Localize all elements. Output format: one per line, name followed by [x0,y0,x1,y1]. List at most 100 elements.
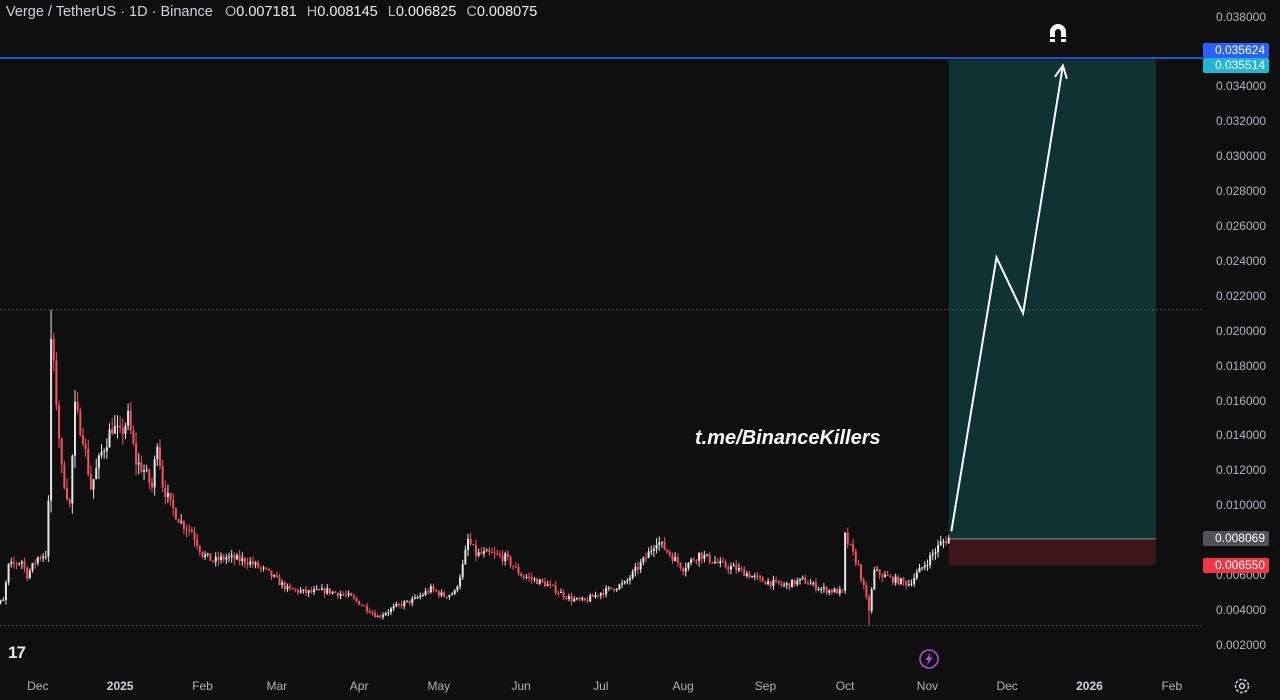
candle-body [164,487,167,497]
candle-body [581,598,584,600]
candle-body [552,584,555,586]
candle-body [328,588,331,594]
candle-body [554,585,557,593]
candle-body [379,616,382,618]
candle-body [331,591,334,594]
candle-body [897,576,900,584]
candle-body [254,562,257,565]
candle-body [857,563,860,565]
stop-price-tag[interactable]: 0.006550 [1203,557,1269,573]
y-tick-label: 0.004000 [1215,602,1266,617]
candle-body [711,562,714,564]
x-tick-label: Dec [996,679,1018,693]
candle-body [785,583,788,585]
candle-body [844,532,847,591]
candle-body [849,543,852,545]
candle-body [575,597,578,600]
candle-body [453,590,456,594]
candle-body [918,567,921,573]
candle-body [915,572,918,579]
candle-body [12,561,15,564]
y-tick-label: 0.028000 [1215,184,1266,199]
candle-body [26,567,29,579]
candle-body [775,579,778,581]
candle-body [504,553,507,562]
candle-body [836,589,839,594]
candle-body [443,592,446,597]
candle-body [634,567,637,572]
candle-body [190,530,193,533]
candle-body [405,600,408,602]
candle-body [852,544,855,552]
y-tick-label: 0.038000 [1215,9,1266,24]
candle-body [589,595,592,602]
candle-body [591,595,594,597]
candle-body [684,568,687,572]
symbol-title[interactable]: Verge / TetherUS · 1D · Binance [6,4,213,20]
candle-body [76,401,79,411]
candle-body [230,555,233,557]
candle-body [392,606,395,609]
candle-body [613,588,616,591]
target-price-tag[interactable]: 0.035514 [1203,57,1269,73]
candle-body [698,552,701,561]
candle-body [894,576,897,583]
candle-body [783,584,786,586]
candle-body [451,593,454,595]
x-tick-label: Mar [266,679,288,693]
entry-price-tag[interactable]: 0.008069 [1203,531,1269,547]
candle-body [44,556,47,558]
candle-body [225,557,228,560]
candle-body [172,499,175,509]
y-tick-label: 0.024000 [1215,253,1266,268]
candle-body [371,612,374,614]
candle-body [50,339,53,501]
candle-body [934,552,937,554]
candle-body [429,586,432,593]
candle-body [647,551,650,559]
candle-body [140,462,143,472]
candle-body [257,562,260,568]
magnet-icon[interactable] [1046,22,1070,44]
candle-body [132,430,135,444]
candle-body [408,600,411,604]
candle-body [267,568,270,571]
candle-body [58,405,61,439]
candle-body [294,589,297,591]
candle-body [265,567,268,569]
close-value: 0.008075 [476,4,538,20]
candle-body [817,589,820,591]
candle-body [939,541,942,546]
candle-body [60,438,63,465]
candle-body [777,580,780,584]
x-tick-label: Jul [593,679,609,693]
candle-body [708,554,711,563]
candle-body [512,565,515,567]
candle-body [796,580,799,585]
tradingview-logo-icon[interactable]: 17 [8,643,26,662]
candle-body [384,613,387,616]
settings-gear-icon[interactable] [1232,676,1252,696]
candle-body [424,591,427,595]
candle-body [695,560,698,562]
candle-body [597,595,600,597]
y-tick-label: 0.030000 [1215,149,1266,164]
candle-body [241,558,244,562]
candle-body [467,538,470,550]
x-tick-label: Sep [754,679,777,693]
candle-body [791,579,794,588]
candle-body [923,565,926,568]
candle-body [496,553,499,555]
candle-body [690,559,693,563]
flash-icon[interactable] [918,648,940,670]
candle-body [618,584,621,590]
candle-body [177,519,180,523]
alert-price-tag[interactable]: 0.035624 [1203,42,1269,58]
candle-body [166,492,169,497]
candle-body [937,545,940,553]
candle-body [445,596,448,598]
low-value: 0.006825 [395,4,457,20]
candle-body [719,561,722,564]
candle-body [352,595,355,599]
